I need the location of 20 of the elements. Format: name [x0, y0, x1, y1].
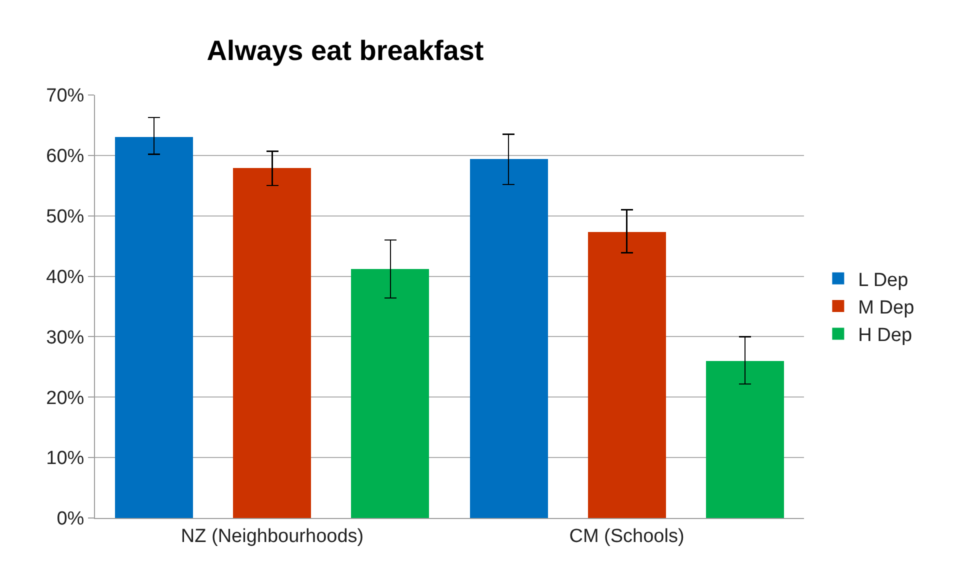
y-tick-label: 0%	[56, 508, 84, 530]
y-tick-label: 10%	[46, 448, 84, 470]
bar	[706, 361, 784, 518]
bar	[588, 232, 666, 518]
bar	[351, 269, 429, 518]
y-tick-label: 30%	[46, 327, 84, 348]
y-tick-label: 50%	[46, 206, 84, 228]
legend-label: L Dep	[858, 270, 908, 291]
y-tick-label: 60%	[46, 146, 84, 168]
legend-label: H Dep	[858, 325, 912, 346]
y-tick-label: 20%	[46, 388, 84, 409]
bar	[233, 168, 311, 518]
y-tick-label: 40%	[46, 266, 84, 288]
bar	[470, 159, 548, 518]
x-tick-label: NZ (Neighbourhoods)	[180, 526, 364, 547]
x-tick-label: CM (Schools)	[569, 526, 684, 547]
y-tick-label: 70%	[46, 86, 84, 107]
chart-title: Always eat breakfast	[206, 35, 484, 66]
legend-label: M Dep	[858, 297, 914, 318]
bar	[115, 137, 193, 518]
